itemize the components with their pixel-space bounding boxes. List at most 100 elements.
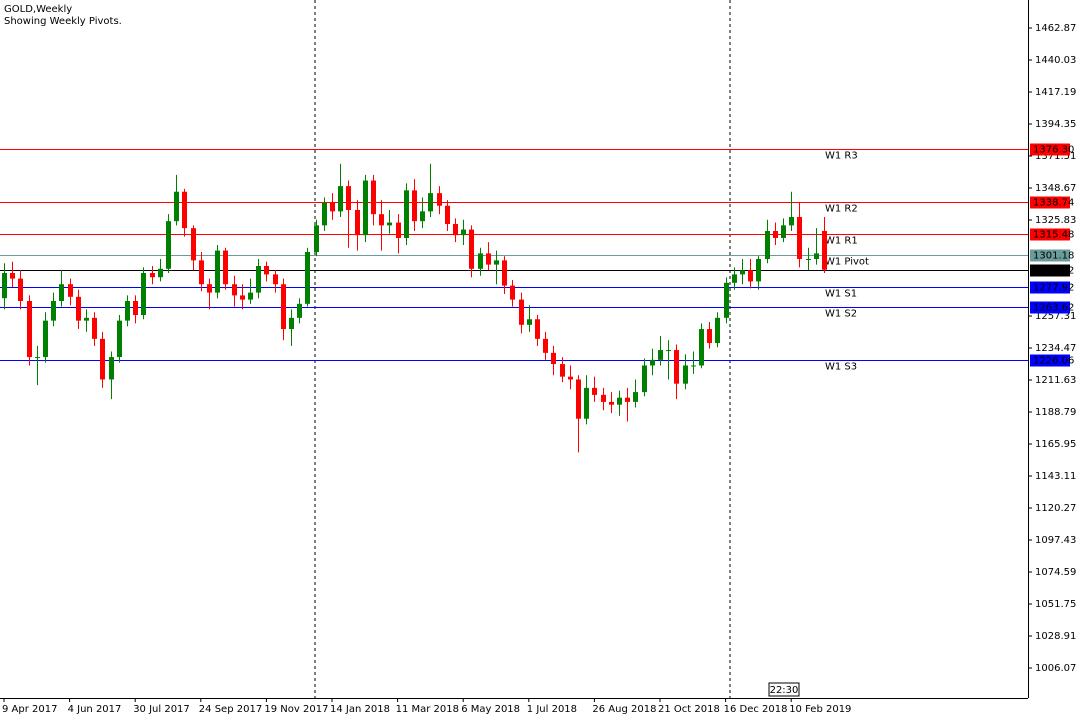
candle-body <box>207 284 212 293</box>
price-label-box <box>1030 301 1070 314</box>
candle-body <box>59 284 64 302</box>
price-label: 1277.92 <box>1033 283 1074 294</box>
candle-body <box>109 357 114 380</box>
candle-body <box>773 230 778 238</box>
candle-body <box>117 320 122 358</box>
price-label-box <box>1030 281 1070 294</box>
candle-body <box>445 205 450 224</box>
candle-body <box>174 191 179 222</box>
y-tick-label: 1006.07 <box>1035 663 1076 674</box>
candle-body <box>100 338 105 380</box>
candle-body <box>182 191 187 229</box>
candle-body <box>560 364 565 377</box>
candle-body <box>18 278 23 302</box>
price-label: 1376.30 <box>1033 145 1074 156</box>
candle-body <box>2 272 7 299</box>
candle-body <box>650 359 655 366</box>
price-label: 1315.48 <box>1033 230 1074 241</box>
candle-body <box>232 284 237 296</box>
candle-body <box>305 251 310 304</box>
y-tick-label: 1120.27 <box>1035 503 1076 514</box>
x-tick-label: 9 Apr 2017 <box>2 704 57 715</box>
candle-body <box>371 180 376 215</box>
x-tick-label: 10 Feb 2019 <box>789 704 851 715</box>
candle-body <box>740 270 745 275</box>
candle-body <box>765 230 770 259</box>
x-tick-label: 21 Oct 2018 <box>658 704 720 715</box>
candle-body <box>314 225 319 252</box>
candle-body <box>519 299 524 325</box>
candle-body <box>322 202 327 226</box>
candle-body <box>199 260 204 285</box>
candle-body <box>404 190 409 238</box>
candle-body <box>699 329 704 366</box>
y-tick-label: 1143.11 <box>1035 471 1076 482</box>
candle-body <box>592 387 597 395</box>
x-tick-label: 1 Jul 2018 <box>527 704 577 715</box>
candle-body <box>543 338 548 353</box>
candle-body <box>420 211 425 222</box>
candle-body <box>141 272 146 316</box>
candle-body <box>666 350 671 352</box>
candle-body <box>781 225 786 238</box>
candle-body <box>379 214 384 226</box>
x-tick-label: 16 Dec 2018 <box>724 704 788 715</box>
candle-body <box>732 274 737 283</box>
candle-body <box>355 209 360 236</box>
candle-body <box>51 301 56 321</box>
candle-body <box>264 265 269 275</box>
candle-body <box>822 230 827 270</box>
x-tick-label: 6 May 2018 <box>461 704 520 715</box>
y-tick-label: 1234.47 <box>1035 343 1076 354</box>
candle-body <box>437 193 442 206</box>
candle-body <box>396 222 401 238</box>
price-label: 1301.18 <box>1033 251 1074 262</box>
candle-body <box>428 193 433 212</box>
candle-body <box>642 365 647 393</box>
y-tick-label: 1417.19 <box>1035 87 1076 98</box>
candle-body <box>215 250 220 293</box>
candle-body <box>469 229 474 269</box>
pivot-name: W1 R3 <box>825 151 858 162</box>
pivot-name: W1 S2 <box>825 309 857 320</box>
price-label-box <box>1030 196 1070 209</box>
candle-body <box>789 216 794 226</box>
y-tick-label: 1257.31 <box>1035 311 1076 322</box>
candle-body <box>363 180 368 236</box>
candle-body <box>494 260 499 265</box>
candle-body <box>133 301 138 316</box>
y-tick-label: 1165.95 <box>1035 439 1076 450</box>
x-tick-label: 19 Nov 2017 <box>264 704 328 715</box>
y-tick-label: 1371.51 <box>1035 151 1076 162</box>
candle-body <box>76 296 81 321</box>
candle-body <box>683 365 688 384</box>
x-tick-label: 11 Mar 2018 <box>396 704 459 715</box>
candle-body <box>814 253 819 259</box>
x-tick-label: 26 Aug 2018 <box>592 704 656 715</box>
candle-body <box>658 350 663 360</box>
candle-body <box>158 268 163 278</box>
timer-box <box>768 682 800 697</box>
candle-body <box>756 258 761 282</box>
chart-subtitle: Showing Weekly Pivots. <box>4 16 122 27</box>
candle-body <box>68 284 73 297</box>
y-tick-label: 1440.03 <box>1035 55 1076 66</box>
y-tick-label: 1348.67 <box>1035 183 1076 194</box>
candle-body <box>617 397 622 405</box>
candle-body <box>412 190 417 222</box>
candle-body <box>256 265 261 293</box>
candle-body <box>338 186 343 212</box>
y-tick-label: 1051.75 <box>1035 599 1076 610</box>
candle-body <box>568 376 573 380</box>
candle-body <box>387 222 392 226</box>
candle-body <box>478 253 483 269</box>
candle-body <box>609 401 614 405</box>
pivot-name: W1 S3 <box>825 362 857 373</box>
price-label-box <box>1030 143 1070 156</box>
candle-body <box>584 387 589 419</box>
candle-body <box>166 221 171 269</box>
candle-body <box>715 317 720 344</box>
candle-body <box>125 301 130 321</box>
x-tick-label: 24 Sep 2017 <box>199 704 262 715</box>
